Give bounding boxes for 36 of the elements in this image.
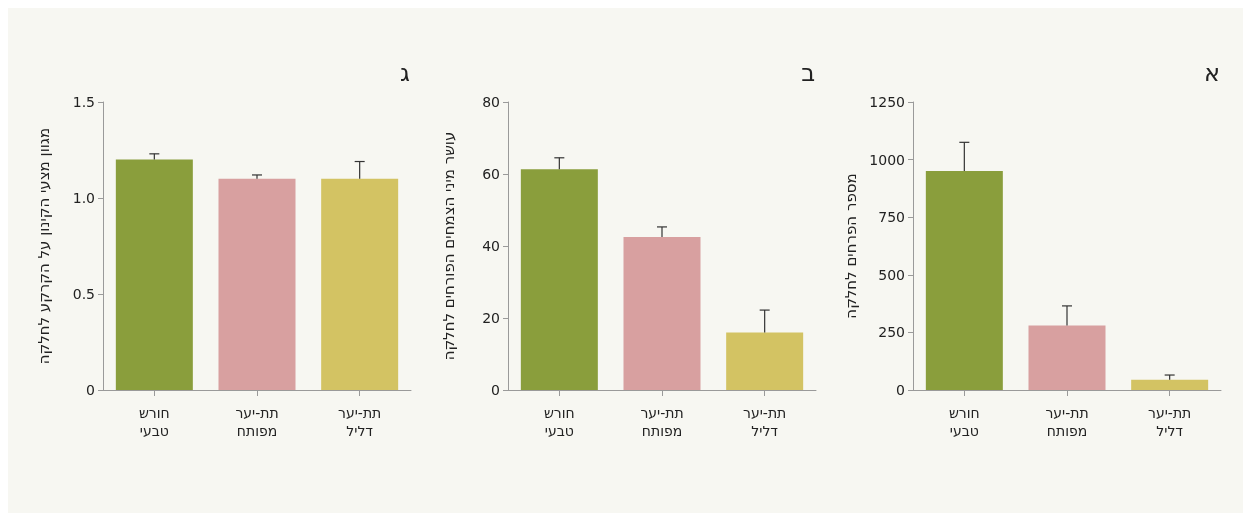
y-tick-label: 1.5 [72,94,95,110]
y-tick-label: 20 [482,310,500,326]
y-tick-label: 1000 [869,151,905,168]
y-tick-label: 0.5 [72,286,95,302]
x-tick-label: חורש טבעי [543,405,575,439]
y-tick-label: 500 [878,266,905,283]
y-tick-label: 60 [482,166,500,182]
y-tick-label: 1.0 [72,190,95,206]
y-tick-label: 250 [878,324,905,341]
x-tick-label: תת-יער דליל [338,405,382,439]
y-tick-label: 0 [896,382,905,398]
x-tick-label: תת-יער מפותח [1045,405,1089,439]
x-tick-label: חורש טבעי [138,405,170,439]
x-tick-label: תת-יער מפותח [235,405,279,439]
y-tick-label: 40 [482,238,500,254]
chart-title: ב [801,59,815,87]
y-tick-label: 0 [491,382,500,398]
y-tick-label: 1250 [869,94,905,110]
x-tick-label: חורש טבעי [948,405,980,439]
bar [1028,325,1106,390]
y-axis-title: מגוון מצעי הקינון על הקרקע לחלקה [34,127,53,365]
y-tick-label: 750 [878,209,905,226]
chart-title: א [1203,59,1220,87]
y-tick-label: 80 [482,94,500,110]
y-tick-label: 0 [86,382,95,398]
y-axis-title: עושר מיני הצמחים הפורחים לחלקה [439,131,458,361]
x-tick-label: תת-יער מפותח [640,405,684,439]
x-tick-label: תת-יער דליל [1148,405,1192,439]
bar [623,237,701,390]
bar [1131,379,1209,390]
y-axis-title: מספר הפרחים לחלקה [841,173,860,319]
bar [925,171,1003,390]
bar [520,169,598,390]
chart-title: ג [400,59,411,87]
x-tick-label: תת-יער דליל [743,405,787,439]
bar [726,332,804,390]
